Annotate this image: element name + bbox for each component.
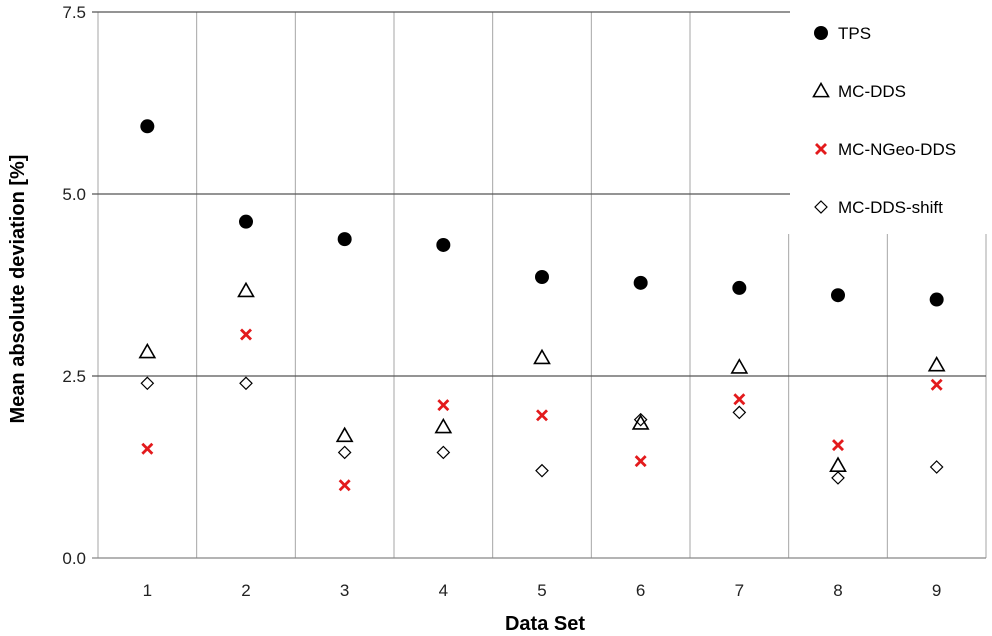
legend-marker — [814, 200, 828, 214]
legend-marker — [815, 143, 827, 155]
x-tick-label: 1 — [143, 581, 152, 600]
tps-point — [239, 214, 253, 229]
mc-dds-shift-point — [436, 445, 451, 460]
mc-dds-point — [631, 414, 650, 430]
tps-point — [337, 232, 352, 247]
mc-dds-shift-point — [535, 463, 549, 478]
tps-point — [535, 269, 549, 284]
legend-label: MC-NGeo-DDS — [838, 140, 956, 159]
mc-dds-point — [335, 426, 354, 443]
mc-dds-point — [730, 358, 749, 374]
legend-label: MC-DDS-shift — [838, 198, 943, 217]
y-tick-label: 5.0 — [62, 185, 86, 204]
mc-dds-point — [533, 348, 551, 365]
x-tick-label: 9 — [932, 581, 941, 600]
mc-ngeo-dds-point — [437, 399, 450, 412]
mc-dds-shift-point — [239, 376, 253, 391]
mc-dds-shift-point — [831, 471, 845, 485]
data-points — [138, 119, 946, 492]
x-tick-label: 8 — [833, 581, 842, 600]
mc-dds-point — [237, 281, 255, 298]
mc-ngeo-dds-point — [634, 455, 647, 468]
mc-dds-point — [829, 456, 847, 472]
x-tick-label: 7 — [735, 581, 744, 600]
mc-dds-point — [434, 417, 453, 434]
y-axis-title: Mean absolute deviation [%] — [7, 155, 29, 424]
tps-point — [929, 292, 944, 307]
mc-ngeo-dds-point — [141, 442, 154, 455]
mc-dds-shift-point — [929, 460, 944, 474]
grid — [92, 11, 987, 559]
mc-ngeo-dds-point — [930, 378, 943, 391]
legend-label: MC-DDS — [838, 82, 906, 101]
x-tick-label: 3 — [340, 581, 349, 600]
mc-dds-shift-point — [140, 376, 155, 391]
mc-ngeo-dds-point — [240, 328, 252, 341]
legend-label: TPS — [838, 24, 871, 43]
tps-point — [732, 280, 747, 295]
tps-point — [140, 119, 155, 134]
x-tick-label: 4 — [439, 581, 448, 600]
mc-ngeo-dds-point — [338, 479, 351, 492]
mc-dds-shift-point — [337, 445, 352, 460]
y-tick-label: 2.5 — [62, 367, 86, 386]
x-axis-ticks: 1 2 3 4 5 6 7 8 9 — [143, 581, 942, 600]
tps-point — [633, 275, 648, 290]
mc-ngeo-dds-point — [733, 393, 746, 406]
mc-dds-point — [927, 355, 946, 372]
mc-ngeo-dds-point — [832, 439, 844, 452]
y-tick-label: 0.0 — [62, 549, 86, 568]
mc-dds-point — [138, 342, 157, 359]
legend: TPS MC-DDS MC-NGeo-DDS MC-DDS-shift — [812, 24, 956, 217]
x-tick-label: 6 — [636, 581, 645, 600]
legend-marker — [814, 26, 828, 40]
mc-dds-shift-point — [732, 405, 747, 420]
mc-ngeo-dds-point — [536, 409, 548, 422]
y-axis-ticks: 0.0 2.5 5.0 7.5 — [62, 3, 86, 568]
y-tick-label: 7.5 — [62, 3, 86, 22]
tps-point — [436, 237, 451, 252]
x-tick-label: 5 — [537, 581, 546, 600]
x-tick-label: 2 — [241, 581, 250, 600]
tps-point — [831, 288, 845, 303]
legend-marker — [812, 81, 830, 98]
x-axis-title: Data Set — [505, 613, 585, 635]
